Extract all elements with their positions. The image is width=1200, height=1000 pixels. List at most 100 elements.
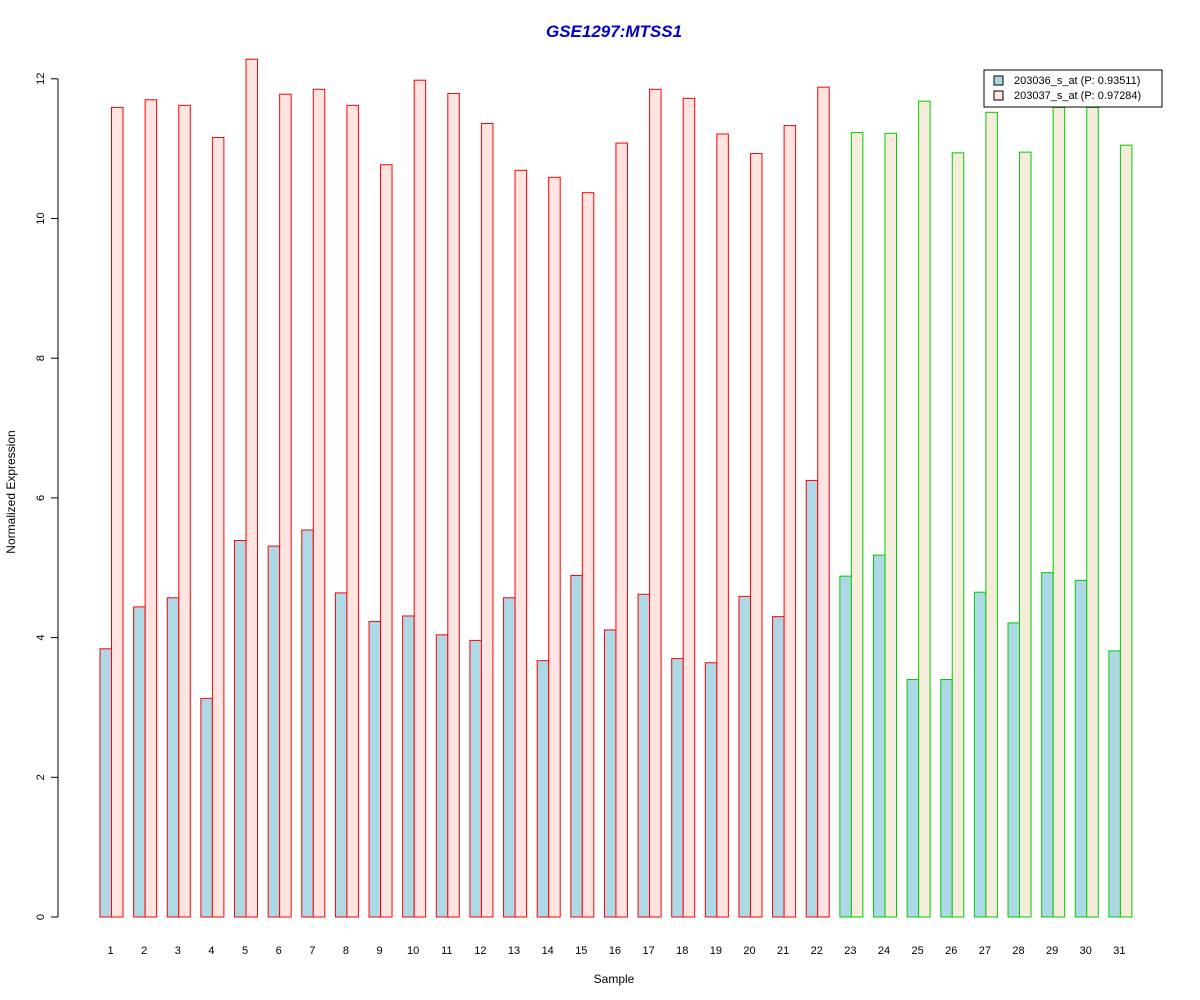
x-tick-label: 11 [441,945,452,957]
x-tick-label: 23 [844,945,856,957]
x-tick-label: 6 [276,945,282,957]
bar-series-2 [245,58,259,918]
x-tick-label: 9 [376,945,382,957]
x-tick-label: 18 [676,945,688,957]
bar-series-2 [1086,106,1099,918]
bar-series-1 [334,592,348,918]
bar-series-2 [144,99,158,918]
bar-series-1 [469,639,482,918]
bar-series-1 [234,540,247,918]
x-tick-label: 8 [343,945,349,957]
bar-series-2 [581,192,595,918]
y-axis-label: Normalized Expression [4,430,18,553]
bar-series-1 [570,574,583,918]
x-tick-label: 28 [1012,945,1024,957]
legend-label: 203036_s_at (P: 0.93511) [1014,75,1140,87]
bar-series-1 [671,658,684,918]
bar-series-1 [1041,572,1054,918]
x-tick-label: 29 [1046,945,1058,957]
bar-series-1 [940,679,953,918]
bar-series-1 [133,606,146,918]
bar-series-2 [716,133,729,918]
x-tick-label: 30 [1080,945,1092,957]
x-tick-label: 2 [141,945,147,957]
legend-swatch [993,75,1004,86]
legend-label: 203037_s_at (P: 0.97284) [1014,90,1141,102]
x-tick-label: 25 [911,945,923,957]
x-tick-label: 27 [979,945,991,957]
x-tick-label: 10 [407,945,419,957]
x-tick-label: 3 [175,945,181,957]
bar-series-1 [368,621,382,918]
bar-series-1 [1108,650,1121,918]
bar-series-2 [548,176,561,918]
bar-series-1 [1007,622,1021,918]
y-tick-label: 6 [35,495,47,501]
bar-series-2 [413,79,427,918]
bar-series-2 [615,142,628,918]
bar-series-2 [817,86,830,918]
x-axis-label: Sample [594,972,635,986]
x-axis-labels: 1 2 3 4 5 6 7 8 9 10 11 12 13 14 15 16 17 18 19 20 21 22 23 24 2… [107,945,1125,957]
bar-series-2 [346,104,359,918]
bars-group [99,58,1133,918]
x-tick-label: 4 [208,945,214,957]
bar-series-1 [872,554,886,918]
x-tick-label: 5 [242,945,248,957]
bar-series-1 [772,616,785,918]
bar-series-2 [312,88,326,918]
bar-series-1 [267,545,281,918]
bar-series-1 [200,697,213,918]
x-tick-label: 16 [609,945,621,957]
bar-series-1 [536,660,550,918]
bar-series-1 [301,529,314,918]
x-tick-label: 24 [878,945,890,957]
bar-series-1 [805,479,819,918]
bar-series-2 [514,169,528,918]
bar-series-2 [918,100,931,918]
bar-series-1 [603,629,617,918]
bar-series-2 [682,97,696,918]
bar-series-2 [1019,151,1032,918]
bar-series-1 [637,593,651,918]
bar-series-2 [749,153,763,918]
legend-swatch [993,90,1004,101]
legend: 203036_s_at (P: 0.93511) 203037_s_at (P: … [983,69,1163,108]
x-tick-label: 31 [1113,945,1125,957]
x-tick-label: 13 [508,945,520,957]
x-tick-label: 19 [710,945,722,957]
x-tick-label: 7 [309,945,315,957]
bar-series-1 [839,575,852,918]
bar-series-2 [279,93,292,918]
y-axis: 0 2 4 6 8 10 12 [35,73,59,920]
x-tick-label: 15 [575,945,587,957]
bar-series-2 [649,88,662,918]
bar-series-2 [211,136,225,918]
bar-series-2 [1119,144,1133,918]
bar-series-2 [985,111,998,918]
x-tick-label: 21 [777,945,789,957]
bar-series-1 [704,662,718,918]
x-tick-label: 22 [811,945,823,957]
bar-series-1 [435,634,449,918]
bar-series-1 [503,597,516,918]
chart-title: GSE1297:MTSS1 [546,22,682,41]
bar-series-1 [906,679,920,918]
bar-series-1 [973,591,987,918]
x-tick-label: 26 [945,945,957,957]
x-tick-label: 20 [743,945,755,957]
x-tick-label: 1 [107,945,113,957]
y-tick-label: 4 [35,635,47,641]
bar-series-2 [480,123,494,918]
y-tick-label: 8 [35,355,47,361]
bar-series-1 [402,615,415,918]
bar-series-1 [99,648,112,918]
bar-series-2 [380,164,393,918]
bar-series-2 [884,132,897,918]
x-tick-label: 12 [474,945,486,957]
bar-series-1 [166,597,180,918]
bar-series-2 [951,152,965,918]
bar-series-2 [1052,106,1066,918]
bar-series-2 [111,106,124,918]
